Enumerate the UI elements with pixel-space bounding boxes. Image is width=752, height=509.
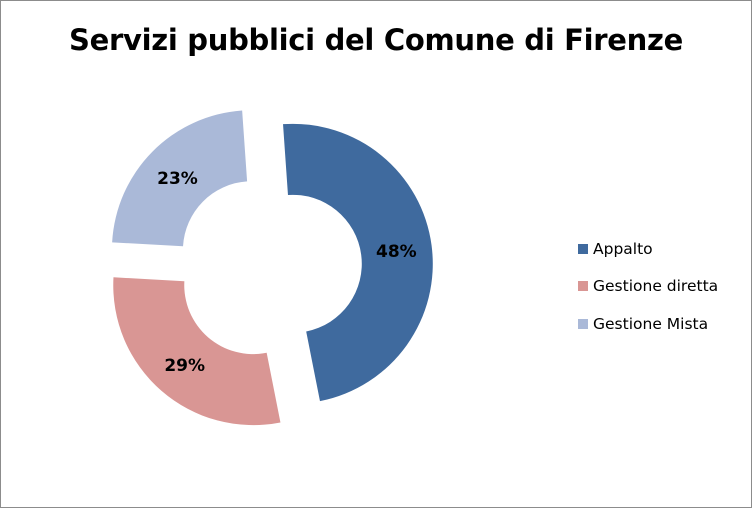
legend-item-gestione-mista: Gestione Mista bbox=[578, 314, 718, 333]
legend-item-appalto: Appalto bbox=[578, 239, 718, 258]
donut-slices bbox=[112, 110, 433, 426]
legend-swatch-gestione-mista bbox=[578, 318, 588, 329]
legend: Appalto Gestione diretta Gestione Mista bbox=[578, 239, 718, 352]
data-label-gestione-mista: 23% bbox=[157, 169, 198, 189]
donut-slice-gestione-diretta bbox=[113, 277, 281, 426]
donut-slice-labels: 48% 29% 23% bbox=[157, 169, 417, 376]
legend-label-gestione-diretta: Gestione diretta bbox=[593, 277, 719, 295]
donut-slice-appalto bbox=[283, 123, 433, 402]
legend-label-appalto: Appalto bbox=[593, 239, 653, 258]
legend-label-gestione-mista: Gestione Mista bbox=[593, 314, 709, 333]
legend-swatch-appalto bbox=[578, 243, 588, 254]
data-label-gestione-diretta: 29% bbox=[164, 356, 205, 376]
legend-swatch-gestione-diretta bbox=[578, 281, 588, 291]
legend-item-gestione-diretta: Gestione diretta bbox=[578, 277, 718, 296]
donut-slice-gestione-mista bbox=[112, 110, 248, 247]
data-label-appalto: 48% bbox=[376, 242, 417, 262]
chart-title: Servizi pubblici del Comune di Firenze bbox=[69, 23, 683, 57]
